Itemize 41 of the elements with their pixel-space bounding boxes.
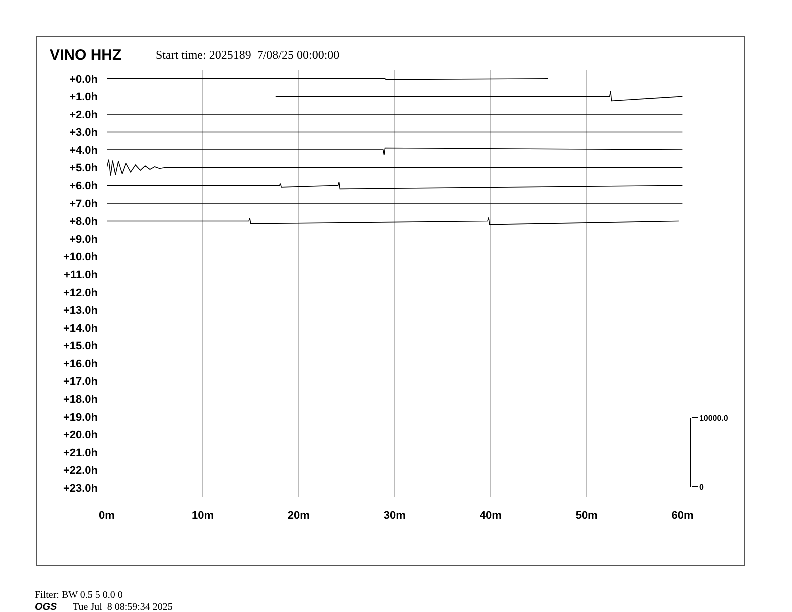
y-tick-label: +19.0h: [63, 412, 98, 424]
y-tick-label: +23.0h: [63, 482, 98, 495]
y-tick-label: +14.0h: [63, 322, 98, 335]
chart-title: VINO HHZ: [50, 47, 122, 64]
y2-tick-label: 10000.0: [699, 414, 729, 423]
y-tick-label: +2.0h: [70, 109, 98, 122]
x-tick-label: 20m: [288, 510, 310, 522]
line-series: [107, 217, 680, 226]
text: OGS: [35, 602, 58, 612]
x-tick-label: 60m: [672, 510, 694, 522]
y-tick-label: +20.0h: [63, 430, 98, 442]
y-tick-label: +11.0h: [64, 269, 98, 282]
y-tick-label: +1.0h: [70, 92, 98, 104]
x-tick-label: 10m: [192, 510, 214, 522]
x-tick-label: 40m: [480, 510, 502, 522]
y-tick-label: +5.0h: [70, 162, 98, 175]
y-tick-label: +6.0h: [70, 180, 98, 192]
y-tick-label: +13.0h: [63, 305, 98, 318]
y-tick-label: +3.0h: [70, 127, 98, 140]
y-tick-label: +21.0h: [63, 447, 98, 460]
text: Filter: BW 0.5 5 0.0 0: [35, 590, 123, 601]
y-tick-label: +10.0h: [63, 252, 98, 264]
text: Tue Jul 8 08:59:34 2025: [73, 602, 173, 612]
y2-tick-label: 0: [699, 482, 704, 492]
y-tick-label: +7.0h: [70, 198, 98, 210]
chart-subtitle: Start time: 2025189 7/08/25 00:00:00: [156, 48, 340, 62]
line-series: [107, 182, 683, 190]
y-tick-label: +22.0h: [63, 465, 98, 478]
y-tick-label: +15.0h: [63, 340, 98, 353]
x-tick-label: 30m: [384, 510, 406, 522]
y-tick-label: +0.0h: [70, 74, 98, 86]
x-tick-label: 50m: [576, 510, 598, 522]
x-tick-label: 0m: [99, 510, 116, 522]
y-tick-label: +12.0h: [63, 287, 98, 300]
y-tick-label: +17.0h: [63, 376, 98, 388]
line-series: [107, 159, 683, 176]
y-tick-label: +18.0h: [63, 394, 98, 406]
y-tick-label: +16.0h: [63, 358, 98, 370]
y-tick-label: +8.0h: [70, 216, 98, 228]
y-tick-label: +9.0h: [70, 234, 98, 246]
y-tick-label: +4.0h: [70, 144, 98, 157]
